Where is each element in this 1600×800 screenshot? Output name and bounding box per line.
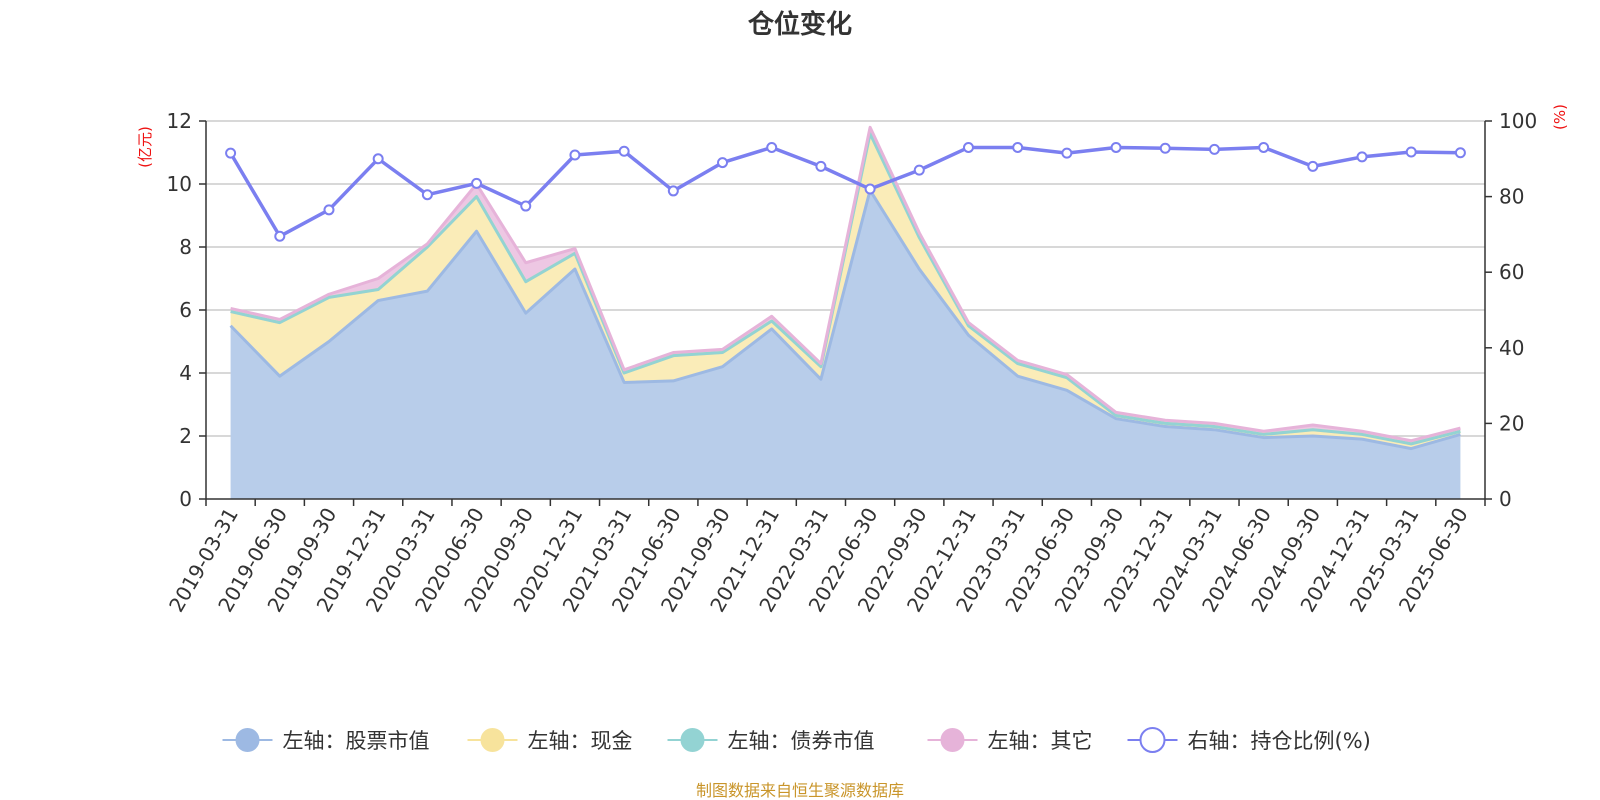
- left-axis-tick-label: 12: [167, 109, 192, 133]
- ratio-point: [520, 200, 532, 212]
- legend-marker: [235, 728, 260, 752]
- ratio-point: [1012, 141, 1024, 153]
- ratio-point: [1110, 141, 1122, 153]
- legend: 左轴：股票市值 左轴：现金 左轴：债券市值 左轴：其它 右轴：持仓比例(%): [222, 727, 1371, 753]
- left-axis-tick-label: 10: [167, 172, 192, 196]
- ratio-point: [618, 145, 630, 157]
- right-axis-tick-label: 100: [1499, 109, 1537, 133]
- left-axis-tick-label: 4: [179, 361, 192, 385]
- right-axis-tick-label: 80: [1499, 185, 1524, 209]
- legend-label: 左轴：股票市值: [283, 729, 430, 753]
- ratio-point: [962, 141, 974, 153]
- stacked-area-layer: [229, 125, 1461, 500]
- legend-item: 左轴：其它: [927, 728, 1093, 753]
- ratio-point: [471, 177, 483, 189]
- legend-marker: [680, 728, 705, 752]
- ratio-point: [913, 164, 925, 176]
- ratio-line: [229, 145, 1461, 239]
- legend-label: 左轴：债券市值: [728, 729, 875, 753]
- ratio-point: [1159, 142, 1171, 154]
- ratio-point: [1454, 147, 1466, 159]
- ratio-point: [717, 157, 729, 169]
- legend-label: 左轴：现金: [528, 729, 633, 753]
- legend-item: 左轴：股票市值: [222, 728, 430, 753]
- legend-marker: [480, 728, 505, 752]
- right-axis-unit: (%): [1551, 104, 1569, 130]
- ratio-point: [323, 204, 335, 216]
- ratio-point: [1405, 146, 1417, 158]
- left-axis-tick-label: 2: [179, 424, 192, 448]
- ratio-point: [1258, 141, 1270, 153]
- area-0: [230, 190, 1461, 500]
- ratio-point: [421, 189, 433, 201]
- right-axis-tick-label: 0: [1499, 487, 1512, 511]
- left-axis-tick-label: 0: [179, 487, 192, 511]
- ratio-point: [225, 147, 237, 159]
- ratio-point: [864, 183, 876, 195]
- ratio-point: [569, 149, 581, 161]
- ratio-point: [815, 160, 827, 172]
- ratio-point: [1356, 151, 1368, 163]
- left-axis-tick-label: 8: [179, 235, 192, 259]
- area-edge-0: [229, 188, 1461, 451]
- legend-marker: [940, 728, 965, 752]
- area-edge-3: [230, 125, 1461, 443]
- ratio-point: [766, 141, 778, 153]
- legend-marker: [1139, 727, 1166, 753]
- legend-item: 左轴：债券市值: [667, 728, 875, 753]
- right-axis-tick-label: 20: [1499, 411, 1524, 435]
- legend-item: 左轴：现金: [467, 728, 633, 753]
- ratio-point: [1208, 143, 1220, 155]
- right-axis-tick-label: 40: [1499, 336, 1524, 360]
- left-axis-unit: (亿元): [136, 126, 154, 168]
- ratio-point: [1307, 160, 1319, 172]
- legend-item: 右轴：持仓比例(%): [1127, 727, 1371, 753]
- ratio-point: [1061, 147, 1073, 159]
- left-axis-tick-label: 6: [179, 298, 192, 322]
- chart-title: 仓位变化: [747, 9, 852, 40]
- right-axis-tick-label: 60: [1499, 260, 1524, 284]
- source-note: 制图数据来自恒生聚源数据库: [696, 781, 904, 800]
- legend-label: 左轴：其它: [988, 729, 1093, 753]
- ratio-line-layer: [225, 141, 1466, 242]
- legend-label: 右轴：持仓比例(%): [1188, 729, 1371, 753]
- ratio-point: [667, 185, 679, 197]
- ratio-point: [274, 230, 286, 242]
- ratio-point: [372, 153, 384, 165]
